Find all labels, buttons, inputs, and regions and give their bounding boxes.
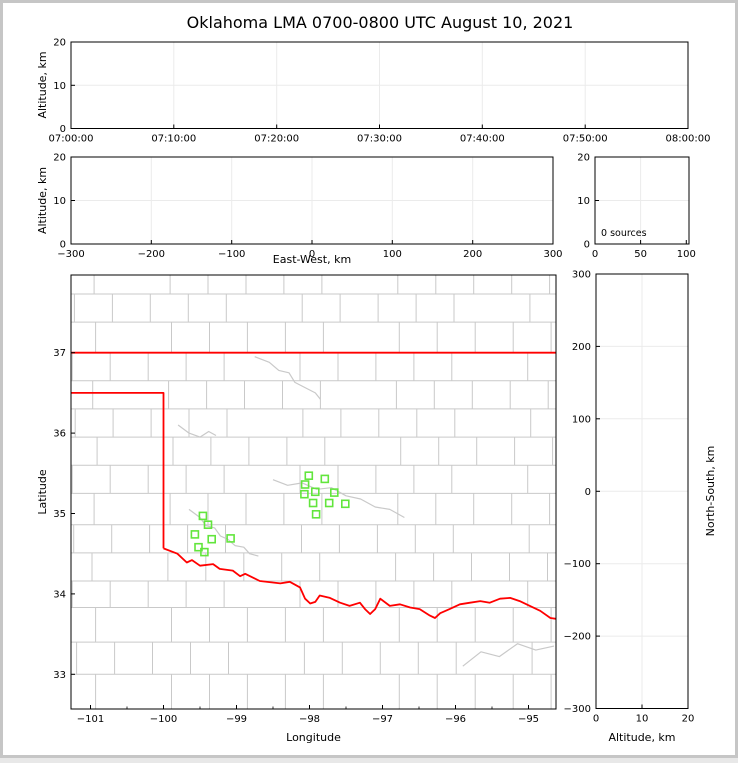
map-ylabel: Latitude <box>36 469 49 515</box>
state-border-line <box>163 547 556 620</box>
y-tick-label: 0 <box>584 240 590 251</box>
y-tick-label: 20 <box>577 153 590 164</box>
river-line <box>254 356 321 400</box>
x-tick-label: 20 <box>682 714 695 725</box>
y-tick-label: 34 <box>53 589 66 600</box>
y-tick-label: 0 <box>60 240 66 251</box>
lma-station-marker <box>300 489 309 499</box>
time-panel-ylabel: Altitude, km <box>36 51 49 118</box>
x-tick-label: 0 <box>593 714 599 725</box>
x-tick-label: −101 <box>77 714 104 725</box>
y-tick-label: −200 <box>564 632 591 643</box>
y-tick-label: 10 <box>53 196 66 207</box>
x-tick-label: 07:30:00 <box>357 134 402 145</box>
x-tick-label: 08:00:00 <box>666 134 711 145</box>
y-tick-label: 10 <box>577 196 590 207</box>
y-tick-label: −300 <box>564 704 591 715</box>
state-border-line <box>71 391 165 549</box>
river-line <box>188 508 259 557</box>
map-xlabel: Longitude <box>286 731 341 744</box>
y-tick-label: 20 <box>53 153 66 164</box>
panel-source-histogram: 0 50 100 0 10 20 <box>577 153 696 261</box>
x-tick-label: 07:50:00 <box>563 134 608 145</box>
panel-ns-height: 0 10 20 −300 −200 −100 0 100 200 300 <box>564 270 695 725</box>
panel-time-height: 07:00:00 07:10:00 07:20:00 07:30:00 07:40:00… <box>49 38 711 145</box>
y-tick-label: 37 <box>53 348 66 359</box>
source-count-annotation: 0 sources <box>601 228 647 239</box>
y-tick-label: 300 <box>572 270 591 281</box>
river-line <box>177 424 217 438</box>
ns-panel-xlabel: Altitude, km <box>608 731 675 744</box>
x-tick-label: 07:00:00 <box>49 134 94 145</box>
panel-ew-height: −300 −200 −100 0 100 200 300 0 10 20 <box>53 153 562 261</box>
axes-frame <box>70 274 557 710</box>
lma-station-marker <box>340 499 350 509</box>
x-tick-label: −96 <box>445 714 466 725</box>
lma-station-marker <box>320 474 330 484</box>
lma-station-marker <box>308 498 318 508</box>
x-tick-label: −99 <box>226 714 247 725</box>
y-tick-label: −100 <box>564 559 591 570</box>
x-tick-label: 07:40:00 <box>460 134 505 145</box>
y-tick-label: 20 <box>53 38 66 49</box>
y-tick-label: 0 <box>60 124 66 135</box>
lma-station-marker <box>311 509 321 519</box>
y-tick-label: 33 <box>53 670 66 681</box>
x-tick-label: −100 <box>150 714 177 725</box>
y-tick-label: 36 <box>53 429 66 440</box>
x-tick-label: 0 <box>592 249 598 260</box>
lma-station-marker <box>226 534 235 543</box>
lma-station-marker <box>207 534 216 544</box>
x-tick-label: −300 <box>57 249 84 260</box>
lma-station-marker <box>324 498 334 508</box>
ew-panel-ylabel: Altitude, km <box>36 167 49 234</box>
x-tick-label: 300 <box>543 249 562 260</box>
x-tick-label: 200 <box>463 249 482 260</box>
x-tick-label: −100 <box>218 249 245 260</box>
lma-station-marker <box>310 487 320 497</box>
y-tick-label: 35 <box>53 509 66 520</box>
ew-panel-xlabel: East-West, km <box>273 253 351 266</box>
y-tick-label: 100 <box>572 414 591 425</box>
river-line <box>272 479 405 519</box>
map-layers <box>71 275 556 709</box>
x-tick-label: 100 <box>677 249 696 260</box>
lma-station-marker <box>194 542 203 552</box>
y-tick-label: 10 <box>53 81 66 92</box>
lma-station-marker <box>304 471 314 481</box>
lma-station-marker <box>203 520 213 530</box>
x-tick-label: −95 <box>518 714 539 725</box>
lma-station-marker <box>190 530 200 539</box>
lma-station-marker <box>200 547 209 557</box>
x-tick-label: 100 <box>383 249 402 260</box>
lma-station-marker <box>198 511 208 521</box>
y-tick-label: 0 <box>585 487 591 498</box>
x-tick-label: −200 <box>138 249 165 260</box>
x-tick-label: 0 <box>309 249 315 260</box>
panel-map: −101 −100 −99 −98 −97 −96 −95 33 34 35 36 37 <box>53 274 557 725</box>
x-tick-label: 07:20:00 <box>254 134 299 145</box>
plot-title: Oklahoma LMA 0700-0800 UTC August 10, 20… <box>187 13 574 32</box>
x-tick-label: 50 <box>634 249 647 260</box>
y-tick-label: 200 <box>572 342 591 353</box>
x-tick-label: 10 <box>636 714 649 725</box>
ns-panel-ylabel: North-South, km <box>704 446 717 537</box>
x-tick-label: −98 <box>299 714 320 725</box>
x-tick-label: −97 <box>372 714 393 725</box>
lma-station-marker <box>300 480 310 489</box>
x-tick-label: 07:10:00 <box>151 134 196 145</box>
river-line <box>462 643 555 667</box>
lma-station-marker <box>329 488 339 497</box>
